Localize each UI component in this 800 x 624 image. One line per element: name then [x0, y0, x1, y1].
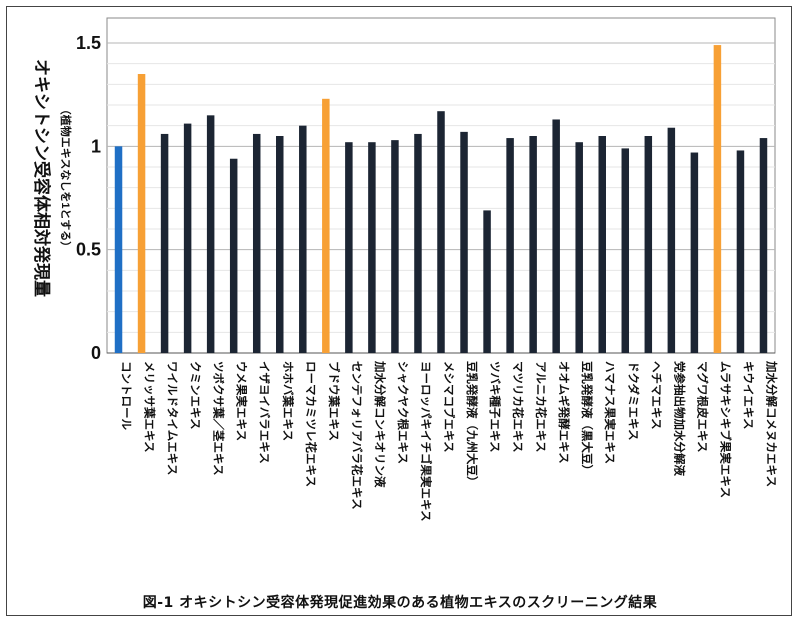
bar-3 — [160, 133, 169, 353]
bar-21 — [575, 142, 583, 353]
x-tick-label: アルニカ花エキス — [534, 361, 548, 453]
x-tick-label: メシマコブエキス — [442, 361, 456, 453]
bar-17 — [483, 210, 491, 353]
x-tick-label: 加水分解コメヌカエキス — [764, 360, 778, 487]
bar-23 — [621, 148, 630, 353]
x-tick-label: ムラサキシキブ果実エキス — [718, 361, 732, 498]
y-tick-label: 1 — [91, 136, 101, 156]
x-tick-labels: コントロール メリッサ葉エキス ワイルドタイムエキス クミンエキス ツボクサ葉／茎エキス… — [120, 360, 779, 522]
y-axis-title: オキシトシン受容体相対発現量 — [32, 59, 52, 297]
bar-4 — [183, 123, 192, 353]
bar-19 — [529, 136, 537, 353]
bar-15 — [437, 111, 445, 353]
x-tick-label: キウイエキス — [741, 361, 754, 430]
x-tick-label: ワイルドタイムエキス — [166, 361, 180, 475]
bar-8 — [276, 136, 284, 353]
x-tick-label: メリッサ葉エキス — [143, 361, 157, 453]
x-tick-label: ウメ果実エキス — [235, 361, 249, 441]
x-tick-label: ドクダミエキス — [626, 361, 640, 441]
bar-2 — [137, 74, 146, 353]
bar-27 — [713, 45, 722, 354]
y-axis-subtitle: （植物エキスなしを1とする） — [59, 104, 73, 252]
x-tick-label: ハマナス果実エキス — [603, 361, 617, 464]
bars — [114, 45, 768, 354]
x-tick-label: イザヨイバラエキス — [258, 361, 271, 464]
bar-25 — [667, 127, 676, 353]
x-tick-label: クミンエキス — [189, 361, 202, 430]
y-tick-labels: 0 0.5 1 1.5 — [76, 33, 101, 363]
x-tick-label: オオムギ発酵エキス — [557, 361, 571, 464]
bar-9 — [299, 125, 307, 354]
bar-7 — [252, 133, 261, 353]
bar-12 — [368, 142, 376, 353]
bar-5 — [206, 115, 215, 353]
bar-18 — [506, 138, 514, 353]
x-tick-label: ツバキ種子エキス — [488, 361, 502, 453]
bar-14 — [414, 133, 422, 353]
x-tick-label: 党参抽出物加水分解液 — [672, 361, 686, 476]
bar-29 — [759, 138, 768, 353]
x-tick-label: マグワ根皮エキス — [695, 361, 709, 453]
bar-13 — [391, 140, 399, 353]
bar-6 — [229, 158, 238, 353]
bar-22 — [598, 136, 606, 353]
x-tick-label: ヨーロッパキイチゴ果実エキス — [419, 361, 433, 522]
figure-frame — [6, 6, 792, 616]
x-tick-label: センテフォリアバラ花エキス — [350, 361, 364, 510]
x-tick-label: ホホバ葉エキス — [281, 361, 295, 441]
bar-20 — [552, 119, 560, 353]
bar-16 — [460, 131, 468, 353]
x-tick-label: マツリカ花エキス — [511, 361, 525, 453]
figure-caption: 図-1 オキシトシン受容体発現促進効果のある植物エキスのスクリーニング結果 — [142, 595, 658, 611]
bar-26 — [690, 152, 699, 353]
y-tick-label: 1.5 — [76, 33, 101, 53]
x-tick-label: ヘチマエキス — [649, 361, 662, 430]
bar-10 — [322, 98, 330, 353]
x-tick-label: ツボクサ葉／茎エキス — [212, 361, 226, 476]
x-tick-label: シャクヤク根エキス — [396, 361, 410, 464]
bar-24 — [644, 136, 653, 353]
y-tick-label: 0 — [91, 343, 101, 363]
bar-28 — [736, 150, 745, 353]
x-tick-label: ローマカミツレ花エキス — [304, 361, 318, 487]
x-tick-label: 豆乳発酵液（九州大豆） — [465, 361, 479, 488]
x-tick-label: 豆乳発酵液（黒大豆） — [580, 361, 594, 476]
x-tick-label: 加水分解コンキオリン液 — [373, 360, 387, 488]
bar-1 — [114, 146, 123, 353]
x-tick-label: ブドウ葉エキス — [327, 361, 341, 441]
bar-11 — [345, 142, 353, 353]
y-tick-label: 0.5 — [76, 240, 101, 260]
x-tick-label: コントロール — [120, 361, 133, 430]
